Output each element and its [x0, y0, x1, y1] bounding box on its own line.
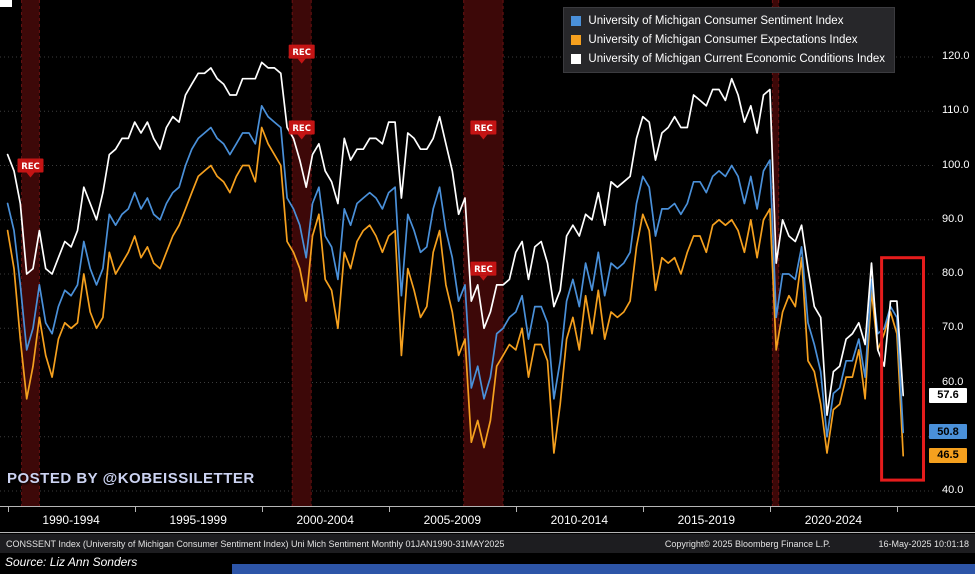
plot-area: REC REC REC REC REC University of Michigan C…	[0, 0, 935, 507]
legend-item-current-conditions: University of Michigan Current Economic …	[571, 49, 885, 68]
legend-swatch-expectations	[571, 34, 582, 45]
x-axis-tick	[642, 507, 644, 512]
x-axis-label: 2010-2014	[550, 513, 608, 527]
legend-swatch-current-conditions	[571, 53, 582, 64]
svg-text:REC: REC	[292, 124, 311, 134]
series-line-2	[6, 61, 905, 416]
legend-item-sentiment: University of Michigan Consumer Sentimen…	[571, 11, 885, 30]
series-line-1	[6, 126, 905, 457]
y-tick-label: 90.0	[942, 212, 964, 225]
recession-band	[463, 0, 504, 507]
footer-copyright: Copyright© 2025 Bloomberg Finance L.P.	[664, 538, 831, 549]
x-axis-tick	[261, 507, 263, 512]
highlight-box	[880, 256, 925, 482]
legend-label-expectations: University of Michigan Consumer Expectat…	[588, 33, 858, 46]
x-axis-label: 1990-1994	[42, 513, 100, 527]
y-tick-label: 120.0	[942, 50, 970, 62]
x-axis-label: 2020-2024	[804, 513, 863, 527]
footer-datetime: 16-May-2025 10:01:18	[878, 538, 969, 549]
svg-text:REC: REC	[474, 124, 493, 134]
x-axis-tick	[7, 507, 9, 512]
x-axis-tick	[388, 507, 390, 512]
rec-label: REC	[17, 158, 44, 178]
x-axis-band: 1990-1994 1995-1999 2000-2004 2005-2009 2010…	[0, 506, 975, 533]
footer-security-description: CONSSENT Index (University of Michigan C…	[6, 538, 505, 549]
y-tick-label: 60.0	[942, 375, 964, 388]
y-tick-label: 100.0	[942, 158, 970, 171]
value-badge-sentiment: 50.8	[929, 424, 967, 440]
legend-item-expectations: University of Michigan Consumer Expectat…	[571, 30, 885, 49]
x-axis-tick	[769, 507, 771, 512]
legend-label-current-conditions: University of Michigan Current Economic …	[588, 52, 885, 65]
series-line-0	[6, 104, 905, 438]
svg-text:REC: REC	[292, 48, 311, 58]
svg-text:REC: REC	[474, 265, 493, 275]
x-axis-tick	[515, 507, 517, 512]
y-tick-label: 80.0	[942, 267, 964, 279]
source-row: Source: Liz Ann Sonders	[0, 553, 975, 574]
x-axis-label: 1995-1999	[169, 513, 227, 527]
recession-band	[292, 0, 312, 507]
x-axis-tick	[896, 507, 898, 512]
y-tick-label: 110.0	[942, 104, 969, 117]
legend: University of Michigan Consumer Sentimen…	[563, 7, 895, 73]
watermark: POSTED BY @KOBEISSILETTER	[7, 470, 255, 487]
x-axis-label: 2000-2004	[296, 513, 354, 527]
legend-label-sentiment: University of Michigan Consumer Sentimen…	[588, 14, 844, 27]
x-axis-label: 2015-2019	[677, 513, 735, 527]
rec-label: REC	[470, 120, 497, 140]
rec-label: REC	[470, 261, 497, 281]
x-axis-tick	[134, 507, 136, 512]
rec-label: REC	[288, 120, 315, 140]
svg-text:REC: REC	[21, 162, 40, 172]
corner-decoration	[0, 0, 12, 7]
rec-label: REC	[288, 44, 315, 64]
y-tick-label: 40.0	[942, 484, 964, 496]
source-attribution: Source: Liz Ann Sonders	[5, 555, 138, 569]
value-badge-current-conditions: 57.6	[929, 387, 967, 403]
bottom-blue-bar	[232, 564, 975, 574]
recession-band	[21, 0, 40, 507]
y-tick-label: 70.0	[942, 321, 964, 334]
footer-bar: CONSSENT Index (University of Michigan C…	[0, 534, 975, 553]
x-axis-label: 2005-2009	[423, 513, 481, 527]
value-badge-expectations: 46.5	[929, 447, 967, 463]
chart-svg: REC REC REC REC REC	[0, 0, 935, 507]
legend-swatch-sentiment	[571, 15, 582, 26]
